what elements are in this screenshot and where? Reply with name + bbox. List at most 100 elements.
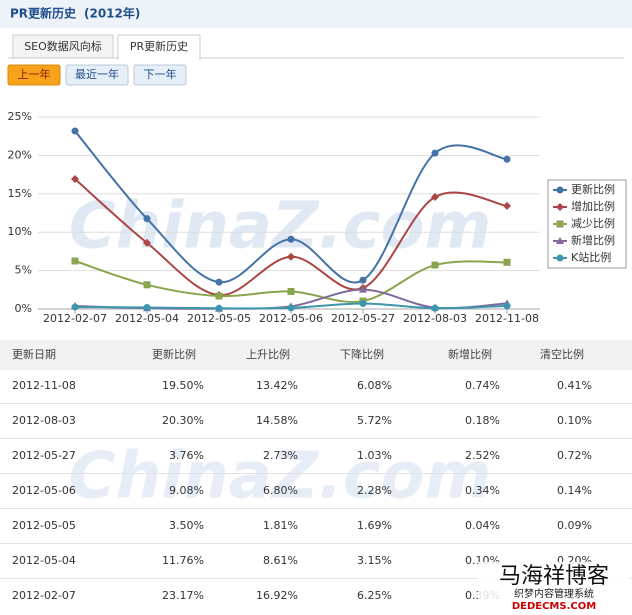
- table-cell: 0.09%: [557, 519, 592, 532]
- table-cell: 16.92%: [256, 589, 298, 602]
- logo-site: DEDECMS.COM: [512, 601, 596, 612]
- x-tick-label: 2012-05-27: [331, 312, 395, 325]
- point: [143, 281, 151, 289]
- point: [71, 257, 79, 265]
- table-header: 清空比例: [540, 347, 584, 361]
- table-cell: 19.50%: [162, 379, 204, 392]
- point: [556, 186, 564, 194]
- table-cell: 2012-05-06: [12, 484, 76, 497]
- table-cell: 20.30%: [162, 414, 204, 427]
- point: [503, 302, 511, 310]
- button-active[interactable]: [7, 64, 61, 86]
- point: [71, 303, 79, 311]
- point: [215, 278, 223, 286]
- point: [556, 220, 564, 228]
- y-tick-label: 10%: [8, 225, 32, 238]
- point: [287, 235, 295, 243]
- y-tick-label: 20%: [8, 148, 32, 161]
- x-tick-label: 2012-02-07: [43, 312, 107, 325]
- tab-label[interactable]: SEO数据风向标: [24, 39, 102, 53]
- table-cell: 0.41%: [557, 379, 592, 392]
- table-header: 下降比例: [340, 347, 384, 361]
- table-cell: 2012-05-27: [12, 449, 76, 462]
- legend-label: 更新比例: [571, 182, 615, 196]
- table-cell: 23.17%: [162, 589, 204, 602]
- tab-label[interactable]: PR更新历史: [130, 39, 188, 53]
- x-tick-label: 2012-05-05: [187, 312, 251, 325]
- point: [359, 285, 367, 293]
- table-cell: 1.03%: [357, 449, 392, 462]
- point: [215, 292, 223, 300]
- table-cell: 2012-08-03: [12, 414, 76, 427]
- legend-label: 减少比例: [571, 216, 615, 230]
- table-cell: 2012-05-04: [12, 554, 76, 567]
- button[interactable]: [133, 64, 187, 86]
- point: [143, 303, 151, 311]
- table-header: 更新日期: [12, 347, 56, 361]
- legend-label: 增加比例: [571, 199, 615, 213]
- y-tick-label: 0%: [15, 302, 32, 315]
- table-header-bg: [0, 340, 632, 370]
- watermark: ChinaZ.com: [69, 190, 492, 264]
- point: [287, 252, 295, 261]
- point: [431, 149, 439, 157]
- table-header: 上升比例: [246, 347, 290, 361]
- legend-label: 新增比例: [571, 233, 615, 247]
- table-cell: 2.28%: [357, 484, 392, 497]
- table-cell: 2012-02-07: [12, 589, 76, 602]
- table-cell: 2012-05-05: [12, 519, 76, 532]
- table-cell: 3.50%: [169, 519, 204, 532]
- table-cell: 0.34%: [465, 484, 500, 497]
- watermark: ChinaZ.com: [69, 440, 492, 514]
- x-tick-label: 2012-05-06: [259, 312, 323, 325]
- table-cell: 0.18%: [465, 414, 500, 427]
- table-cell: 6.08%: [357, 379, 392, 392]
- point: [287, 304, 295, 312]
- legend-label: K站比例: [571, 250, 611, 264]
- logo-subtitle: 织梦内容管理系统: [514, 587, 594, 600]
- table-cell: 3.15%: [357, 554, 392, 567]
- table-cell: 14.58%: [256, 414, 298, 427]
- point: [71, 127, 79, 135]
- tab-active[interactable]: [117, 34, 201, 60]
- point: [503, 155, 511, 163]
- button-label[interactable]: 最近一年: [75, 67, 119, 81]
- table-cell: 6.80%: [263, 484, 298, 497]
- point: [431, 193, 439, 202]
- table-cell: 1.81%: [263, 519, 298, 532]
- button[interactable]: [65, 64, 129, 86]
- tab-gap: [119, 57, 199, 60]
- table-cell: 0.14%: [557, 484, 592, 497]
- table-cell: 9.08%: [169, 484, 204, 497]
- table-cell: 2.73%: [263, 449, 298, 462]
- point: [71, 175, 79, 184]
- table-cell: 0.74%: [465, 379, 500, 392]
- point: [359, 299, 367, 307]
- table-header: 新增比例: [448, 347, 492, 361]
- point: [556, 254, 564, 262]
- x-tick-label: 2012-08-03: [403, 312, 467, 325]
- x-tick-label: 2012-11-08: [475, 312, 539, 325]
- table-cell: 0.04%: [465, 519, 500, 532]
- y-tick-label: 15%: [8, 187, 32, 200]
- point: [503, 258, 511, 266]
- point: [503, 201, 511, 210]
- button-label[interactable]: 上一年: [18, 67, 51, 81]
- table-header: 更新比例: [152, 347, 196, 361]
- tab[interactable]: [12, 34, 114, 59]
- y-tick-label: 5%: [15, 264, 32, 277]
- x-tick-label: 2012-05-04: [115, 312, 179, 325]
- button-label[interactable]: 下一年: [144, 67, 177, 81]
- table-cell: 11.76%: [162, 554, 204, 567]
- header-title: PR更新历史: [10, 6, 77, 21]
- point: [215, 304, 223, 312]
- point: [287, 287, 295, 295]
- header-bar: [0, 0, 632, 28]
- table-cell: 3.76%: [169, 449, 204, 462]
- table-cell: 0.72%: [557, 449, 592, 462]
- point: [431, 261, 439, 269]
- table-cell: 5.72%: [357, 414, 392, 427]
- point: [431, 304, 439, 312]
